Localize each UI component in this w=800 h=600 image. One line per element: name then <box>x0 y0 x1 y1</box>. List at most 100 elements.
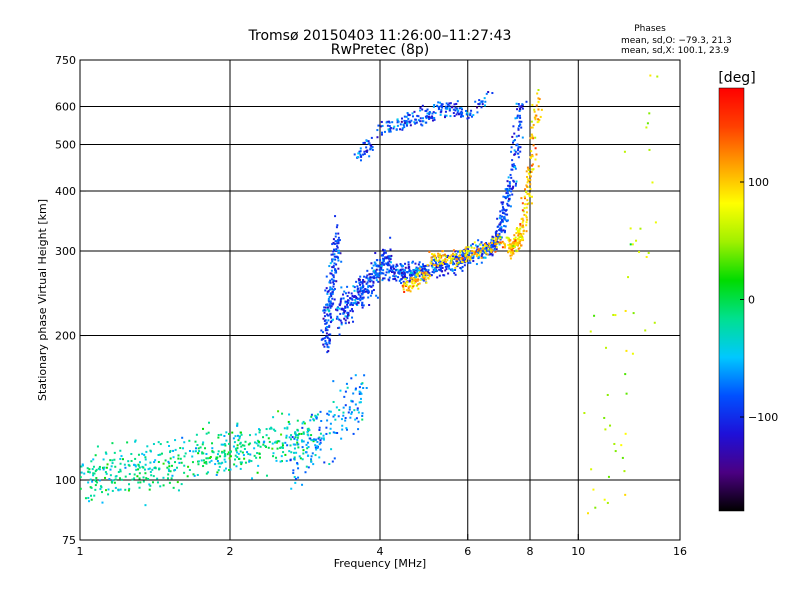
echo-point <box>208 461 211 464</box>
echo-point <box>513 240 516 243</box>
echo-point <box>606 501 609 504</box>
echo-point <box>438 263 441 266</box>
echo-point <box>360 289 363 292</box>
echo-point <box>326 306 329 309</box>
echo-point <box>154 459 157 462</box>
echo-point <box>379 268 382 271</box>
echo-point <box>367 279 370 282</box>
echo-point <box>99 488 102 491</box>
echo-point <box>587 512 590 515</box>
echo-point <box>506 236 509 239</box>
echo-point <box>439 268 442 271</box>
echo-point <box>404 266 407 269</box>
echo-point <box>134 440 137 443</box>
echo-point <box>409 124 412 127</box>
echo-point <box>307 434 310 437</box>
echo-point <box>444 261 447 264</box>
echo-point <box>94 479 97 482</box>
echo-point <box>524 214 527 217</box>
echo-point <box>464 109 467 112</box>
echo-point <box>392 275 395 278</box>
echo-point <box>532 168 535 171</box>
echo-point <box>513 234 516 237</box>
echo-point <box>194 450 197 453</box>
echo-point <box>301 458 304 461</box>
echo-point <box>98 479 101 482</box>
echo-point <box>318 436 321 439</box>
echo-point <box>406 122 409 125</box>
echo-point <box>529 187 532 190</box>
echo-point <box>394 275 397 278</box>
echo-point <box>531 163 534 166</box>
echo-point <box>169 457 172 460</box>
echo-point <box>304 451 307 454</box>
echo-point <box>357 152 360 155</box>
echo-point <box>381 253 384 256</box>
echo-point <box>387 128 390 131</box>
echo-point <box>446 107 449 110</box>
echo-point <box>516 115 519 118</box>
echo-point <box>314 454 317 457</box>
colorbar-tick-label: 100 <box>748 176 769 189</box>
echo-point <box>519 150 522 153</box>
echo-point <box>413 271 416 274</box>
echo-point <box>422 271 425 274</box>
echo-point <box>388 120 391 123</box>
echo-point <box>257 444 260 447</box>
echo-point <box>368 303 371 306</box>
echo-point <box>256 439 259 442</box>
echo-point <box>417 283 420 286</box>
echo-point <box>128 464 131 467</box>
echo-point <box>253 454 256 457</box>
echo-point <box>352 320 355 323</box>
echo-point <box>629 563 631 565</box>
echo-point <box>335 226 338 229</box>
echo-point <box>438 261 441 264</box>
echo-point <box>519 227 522 230</box>
echo-point <box>318 456 321 459</box>
echo-point <box>322 434 325 437</box>
echo-point <box>347 313 350 316</box>
echo-point <box>183 464 186 467</box>
echo-point <box>336 245 339 248</box>
echo-point <box>583 412 586 415</box>
echo-point <box>374 271 377 274</box>
echo-point <box>406 112 409 115</box>
echo-point <box>360 392 363 395</box>
echo-point <box>235 465 238 468</box>
echo-point <box>92 474 95 477</box>
echo-point <box>302 449 305 452</box>
echo-point <box>401 276 404 279</box>
echo-point <box>346 300 349 303</box>
echo-point <box>486 253 489 256</box>
echo-point <box>239 461 242 464</box>
echo-point <box>330 287 333 290</box>
echo-point <box>214 463 217 466</box>
echo-point <box>385 271 388 274</box>
echo-point <box>330 294 333 297</box>
echo-point <box>491 235 494 238</box>
echo-point <box>593 549 595 551</box>
echo-point <box>459 111 462 114</box>
echo-point <box>371 290 374 293</box>
echo-point <box>297 446 300 449</box>
echo-point <box>418 282 421 285</box>
echo-point <box>424 274 427 277</box>
echo-point <box>539 115 542 118</box>
echo-point <box>240 445 243 448</box>
echo-point <box>437 264 440 267</box>
echo-point <box>654 221 657 224</box>
echo-point <box>215 457 218 460</box>
echo-point <box>195 447 198 450</box>
echo-point <box>506 204 509 207</box>
echo-point <box>504 225 507 228</box>
echo-point <box>512 139 515 142</box>
echo-point <box>237 439 240 442</box>
echo-point <box>188 439 191 442</box>
echo-point <box>310 415 313 418</box>
echo-point <box>359 150 362 153</box>
echo-point <box>337 251 340 254</box>
echo-point <box>370 262 373 265</box>
echo-point <box>91 468 94 471</box>
